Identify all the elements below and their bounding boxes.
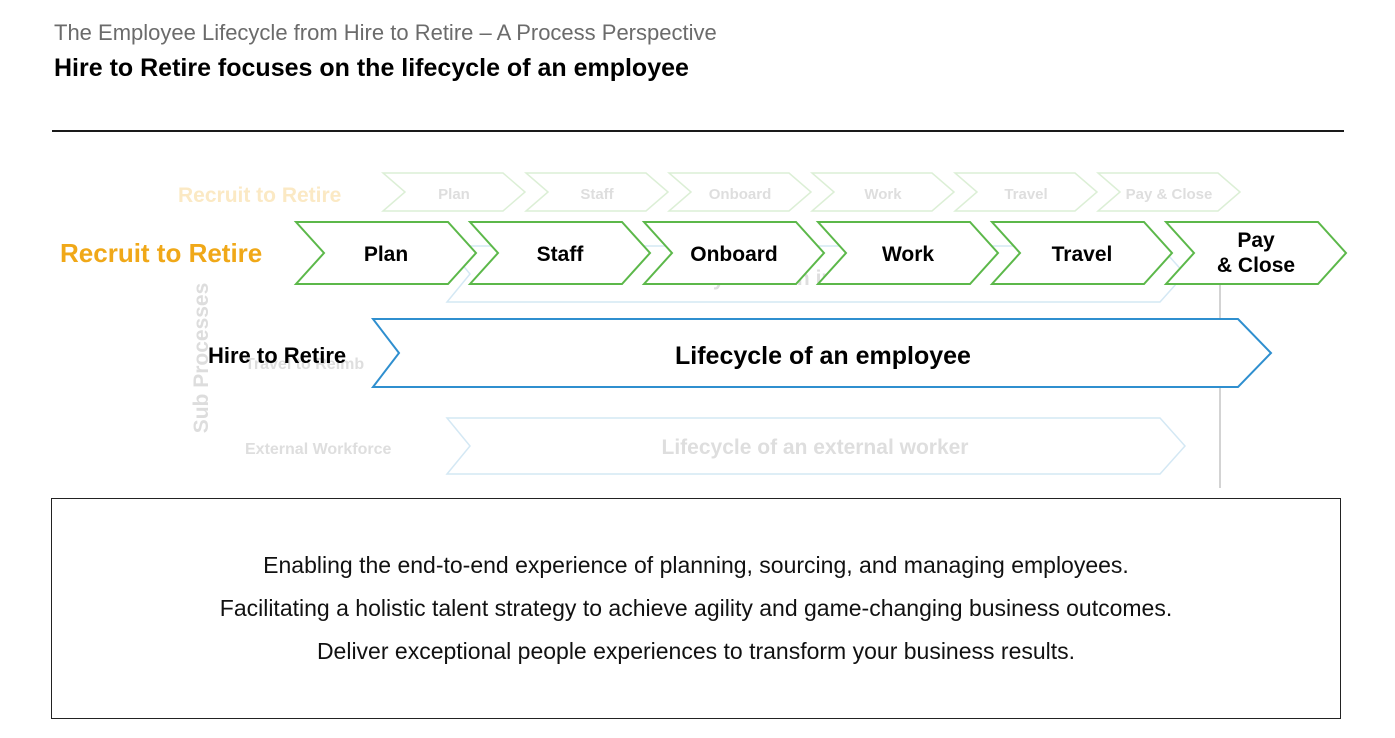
ghost-chain-label: Recruit to Retire	[178, 184, 341, 207]
hire-to-retire-layer: Hire to Retire Lifecycle of an employee	[208, 318, 1273, 388]
ghost-external-worker-text: Lifecycle of an external worker	[662, 436, 969, 459]
ghost-chevron	[1095, 172, 1242, 212]
info-line-1: Enabling the end-to-end experience of pl…	[263, 552, 1129, 578]
chevron-step	[815, 221, 1000, 285]
ghost-chevron-label: Onboard	[709, 186, 772, 203]
hire-to-retire-band	[370, 318, 1273, 388]
ghost-external-label: External Workforce	[245, 441, 392, 458]
ghost-chevron	[380, 172, 527, 212]
subtitle: The Employee Lifecycle from Hire to Reti…	[54, 20, 717, 45]
ghost-chevron-group: Plan Staff Onboard Work Travel Pay & Close	[380, 172, 1242, 212]
main-chain-layer: Recruit to Retire Plan Staff Onboard Work Tr…	[60, 221, 1348, 285]
main-chain-label: Recruit to Retire	[60, 238, 262, 268]
ghost-chevron	[666, 172, 813, 212]
chevron-step-label: Pay	[1237, 229, 1275, 252]
ghost-chevron-label: Staff	[580, 186, 614, 203]
chevron-step	[1163, 221, 1348, 285]
hire-to-retire-label: Hire to Retire	[208, 343, 346, 368]
ghost-chevron-label: Pay & Close	[1126, 186, 1213, 203]
ghost-chevron-label: Travel	[1004, 186, 1047, 203]
page-title: Hire to Retire focuses on the lifecycle …	[54, 54, 689, 82]
chevron-step	[989, 221, 1174, 285]
chevron-step-label: Travel	[1052, 243, 1113, 266]
info-box: Enabling the end-to-end experience of pl…	[51, 498, 1341, 719]
ghost-chevron-label: Plan	[438, 186, 470, 203]
hire-to-retire-band-text: Lifecycle of an employee	[675, 342, 971, 370]
ghost-chevron-label: Work	[864, 186, 902, 203]
ghost-travel-text: Travel to Reimb	[245, 356, 364, 373]
chevron-step	[641, 221, 826, 285]
chevron-step	[467, 221, 652, 285]
divider	[52, 130, 1344, 132]
info-line-2: Facilitating a holistic talent strategy …	[219, 595, 1173, 621]
chevron-step-label: Onboard	[690, 243, 778, 266]
chevron-step-label: & Close	[1217, 254, 1295, 277]
sub-processes-label: Sub Processes	[190, 283, 213, 434]
info-line-3: Deliver exceptional people experiences t…	[316, 638, 1076, 664]
process-diagram: Recruit to Retire Plan Staff Onboard Work Tr…	[60, 172, 1348, 488]
chevron-step-label: Work	[882, 243, 934, 266]
ghost-chevron	[523, 172, 670, 212]
ghost-external-worker-band	[445, 417, 1187, 475]
chevron-step	[293, 221, 478, 285]
ghost-chevron	[952, 172, 1099, 212]
chevron-step-label: Plan	[364, 243, 408, 266]
main-chevron-group: Plan Staff Onboard Work Travel Pay& Close	[293, 221, 1348, 285]
chevron-step-label: Staff	[537, 243, 585, 266]
ghost-chevron	[809, 172, 956, 212]
